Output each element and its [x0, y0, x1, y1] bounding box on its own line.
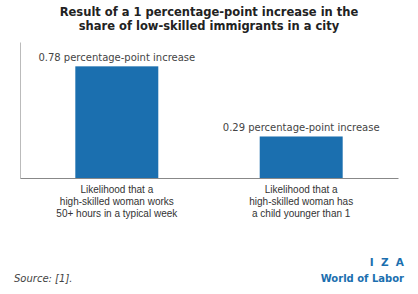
y-axis-line — [20, 43, 21, 179]
x-tick-label: Likelihood that ahigh-skilled woman work… — [56, 184, 178, 219]
data-labels: 0.78 percentage-point increase 0.29 perce… — [38, 52, 379, 133]
x-axis: Likelihood that ahigh-skilled woman work… — [21, 178, 399, 219]
chart: Result of a 1 percentage-point increase … — [0, 0, 418, 294]
logo-text: I Z A — [370, 256, 405, 268]
annotations: Source: [1]. I Z A World of Labor — [14, 256, 405, 284]
bar — [75, 66, 158, 178]
x-tick-label: Likelihood that ahigh-skilled woman hasa… — [249, 184, 353, 219]
source: Source: [1]. — [14, 273, 72, 284]
data-label: 0.78 percentage-point increase — [38, 52, 195, 63]
title: Result of a 1 percentage-point increase … — [60, 5, 359, 33]
x-axis-line — [21, 178, 399, 179]
x-tick: Likelihood that ahigh-skilled woman hasa… — [249, 178, 353, 219]
x-tick: Likelihood that ahigh-skilled woman work… — [56, 178, 178, 219]
plot: 0.78 percentage-point increase 0.29 perce… — [21, 43, 399, 220]
y-axis — [20, 43, 21, 179]
data-label: 0.29 percentage-point increase — [223, 122, 380, 133]
bar — [260, 136, 343, 178]
logo-subtext: World of Labor — [321, 273, 404, 284]
